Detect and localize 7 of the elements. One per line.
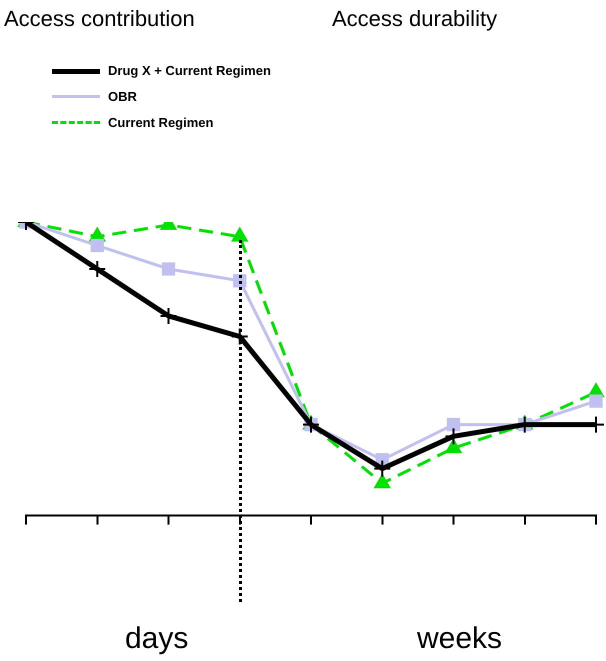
legend-label: Current Regimen: [108, 114, 214, 132]
legend-label: Drug X + Current Regimen: [108, 62, 272, 80]
text: Access contribution: [4, 6, 195, 32]
text: Access durability: [332, 6, 498, 32]
text: weeks: [417, 622, 502, 656]
legend-label: OBR: [108, 88, 138, 106]
text: days: [125, 622, 188, 656]
